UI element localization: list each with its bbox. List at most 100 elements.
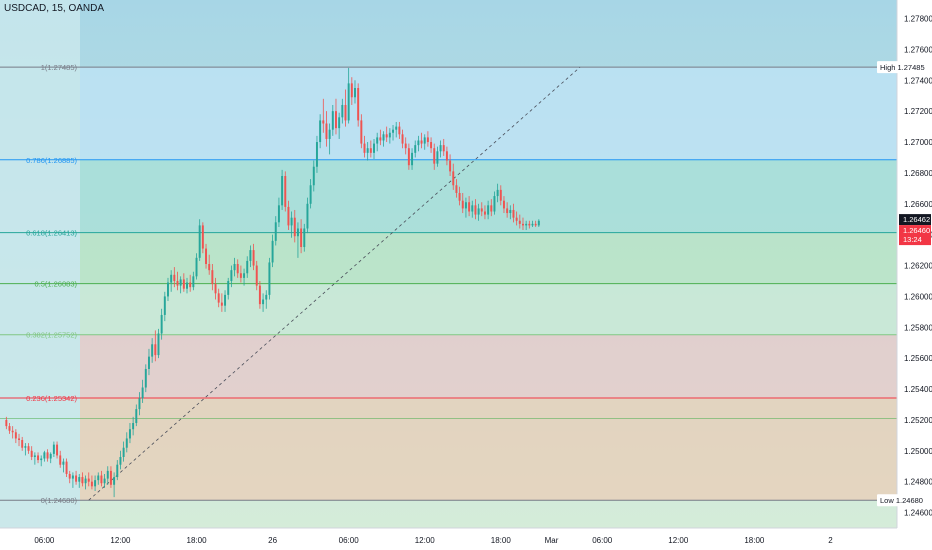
- candle-up: [135, 409, 138, 424]
- candle-up: [230, 270, 233, 281]
- candle-up: [262, 299, 265, 305]
- time-tick-label: 06:00: [34, 536, 55, 545]
- candle-down: [468, 202, 471, 212]
- candle-up: [103, 478, 106, 484]
- candle-down: [37, 455, 40, 461]
- candle-up: [290, 217, 293, 226]
- candle-up: [125, 438, 128, 448]
- candle-down: [474, 205, 477, 215]
- candle-up: [24, 446, 27, 448]
- candle-up: [388, 132, 391, 138]
- time-tick-label: 12:00: [668, 536, 689, 545]
- candle-up: [249, 250, 252, 261]
- low-marker-bg: [877, 494, 932, 507]
- candle-up: [179, 279, 182, 286]
- candle-up: [417, 140, 420, 146]
- candle-down: [363, 143, 366, 153]
- candle-down: [325, 123, 328, 139]
- candle-up: [274, 222, 277, 241]
- candle-down: [502, 200, 505, 209]
- time-tick-label: 18:00: [491, 536, 512, 545]
- candle-up: [303, 228, 306, 248]
- candle-down: [65, 461, 68, 474]
- candle-down: [109, 470, 112, 485]
- high-marker-bg: [877, 61, 932, 74]
- candle-down: [214, 284, 217, 294]
- candle-down: [357, 88, 360, 121]
- candle-up: [319, 120, 322, 143]
- candle-down: [528, 223, 531, 226]
- current-price-tag: 1.26460: [903, 226, 930, 235]
- price-tick-label: 1.26200: [904, 262, 932, 271]
- time-tick-label: 18:00: [187, 536, 208, 545]
- candle-down: [483, 211, 486, 215]
- candle-down: [442, 145, 445, 152]
- candle-up: [395, 126, 398, 130]
- candle-down: [322, 120, 325, 124]
- candle-up: [328, 129, 331, 139]
- fib-zone-0: [80, 398, 897, 501]
- candle-down: [480, 208, 483, 212]
- candle-up: [382, 134, 385, 141]
- candle-down: [56, 444, 59, 456]
- candle-up: [306, 203, 309, 229]
- candle-down: [182, 279, 185, 289]
- candle-up: [138, 398, 141, 410]
- candle-down: [379, 137, 382, 141]
- candle-down: [385, 134, 388, 138]
- candle-up: [281, 176, 284, 206]
- fib-zone-0.618: [80, 159, 897, 233]
- candle-down: [445, 151, 448, 161]
- candle-down: [452, 171, 455, 186]
- candle-down: [81, 477, 84, 484]
- candle-down: [68, 473, 71, 479]
- candle-down: [284, 176, 287, 207]
- time-tick-label: 2: [828, 536, 833, 545]
- candle-down: [334, 111, 337, 129]
- candle-up: [167, 282, 169, 297]
- candle-down: [220, 302, 223, 306]
- candle-down: [407, 148, 410, 166]
- candle-up: [141, 387, 144, 399]
- candle-up: [496, 189, 499, 197]
- fib-level-label-0.618: 0.618(1.26413): [26, 229, 77, 238]
- candle-up: [119, 456, 122, 465]
- candle-up: [151, 344, 154, 357]
- candle-down: [499, 189, 502, 201]
- candle-up: [354, 88, 356, 98]
- time-tick-label: 06:00: [592, 536, 613, 545]
- candle-up: [338, 117, 341, 129]
- low-marker: Low 1.24680: [880, 496, 923, 505]
- candle-up: [531, 223, 534, 226]
- fib-trend-line: [88, 66, 581, 501]
- candle-down: [217, 293, 220, 303]
- candle-up: [43, 452, 46, 459]
- candle-down: [518, 220, 521, 224]
- candle-up: [116, 464, 119, 478]
- price-tick-label: 1.25800: [904, 323, 932, 332]
- candle-up: [122, 447, 125, 457]
- candle-down: [46, 452, 49, 459]
- time-tick-label: 12:00: [415, 536, 436, 545]
- candle-down: [27, 446, 30, 451]
- candle-down: [433, 148, 436, 164]
- candle-up: [414, 145, 417, 153]
- candle-down: [176, 280, 179, 286]
- price-tick-label: 1.27200: [904, 107, 932, 116]
- time-tick-label: Mar: [545, 536, 559, 545]
- price-tick-label: 1.27000: [904, 138, 932, 147]
- candle-up: [471, 205, 474, 212]
- countdown-tag: 13:24: [903, 235, 922, 244]
- fib-zone-0.5: [80, 232, 897, 284]
- candle-down: [189, 282, 192, 288]
- candle-down: [14, 432, 17, 439]
- candle-down: [211, 270, 214, 285]
- candle-up: [106, 470, 109, 479]
- candle-up: [147, 356, 150, 369]
- candle-down: [404, 143, 407, 149]
- candle-down: [236, 264, 239, 274]
- price-tick-label: 1.24800: [904, 478, 932, 487]
- candle-up: [246, 260, 249, 274]
